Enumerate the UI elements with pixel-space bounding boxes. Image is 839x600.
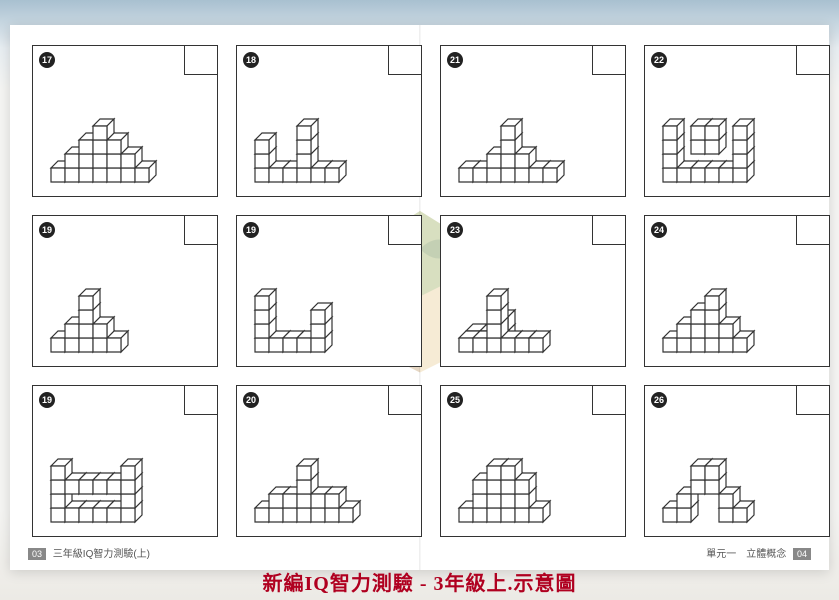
cube-figure [245, 73, 415, 188]
question-number-badge: 21 [447, 52, 463, 68]
footer-right: 單元一 立體概念 04 [706, 545, 811, 560]
answer-box [796, 215, 830, 245]
problem-cell: 21 [440, 45, 626, 197]
problem-cell: 26 [644, 385, 830, 537]
cube-figure [245, 413, 415, 528]
answer-box [592, 215, 626, 245]
answer-box [388, 215, 422, 245]
page-number-left: 03 [28, 548, 46, 560]
question-number-badge: 17 [39, 52, 55, 68]
footer-right-text: 單元一 立體概念 [706, 549, 786, 560]
answer-box [388, 385, 422, 415]
problem-cell: 17 [32, 45, 218, 197]
answer-box [388, 45, 422, 75]
question-number-badge: 26 [651, 392, 667, 408]
question-number-badge: 23 [447, 222, 463, 238]
problem-cell: 19 [32, 215, 218, 367]
problem-cell: 19 [32, 385, 218, 537]
question-number-badge: 24 [651, 222, 667, 238]
answer-box [184, 215, 218, 245]
answer-box [184, 385, 218, 415]
problem-grid: 17 18 21 22 19 19 23 24 19 20 25 26 [32, 45, 807, 537]
cube-figure [449, 413, 619, 528]
footer-left-text: 三年級IQ智力測驗(上) [53, 549, 150, 560]
cube-figure [41, 73, 211, 188]
question-number-badge: 19 [39, 392, 55, 408]
problem-cell: 20 [236, 385, 422, 537]
page-number-right: 04 [793, 548, 811, 560]
problem-cell: 19 [236, 215, 422, 367]
cube-figure [653, 73, 823, 188]
problem-cell: 24 [644, 215, 830, 367]
question-number-badge: 25 [447, 392, 463, 408]
problem-cell: 18 [236, 45, 422, 197]
cube-figure [41, 243, 211, 358]
problem-cell: 25 [440, 385, 626, 537]
answer-box [592, 385, 626, 415]
answer-box [592, 45, 626, 75]
cube-figure [245, 243, 415, 358]
cube-figure [41, 413, 211, 528]
cube-figure [653, 413, 823, 528]
footer-left: 03 三年級IQ智力測驗(上) [28, 545, 150, 560]
answer-box [184, 45, 218, 75]
question-number-badge: 19 [39, 222, 55, 238]
question-number-badge: 20 [243, 392, 259, 408]
problem-cell: 23 [440, 215, 626, 367]
question-number-badge: 18 [243, 52, 259, 68]
book-spread: 17 18 21 22 19 19 23 24 19 20 25 26 03 三年級IQ智力測驗(上)… [10, 25, 829, 570]
answer-box [796, 45, 830, 75]
cube-figure [449, 73, 619, 188]
cube-figure [653, 243, 823, 358]
cube-figure [449, 243, 619, 358]
problem-cell: 22 [644, 45, 830, 197]
answer-box [796, 385, 830, 415]
question-number-badge: 19 [243, 222, 259, 238]
question-number-badge: 22 [651, 52, 667, 68]
caption-text: 新編IQ智力測驗 - 3年級上.示意圖 [263, 567, 577, 596]
